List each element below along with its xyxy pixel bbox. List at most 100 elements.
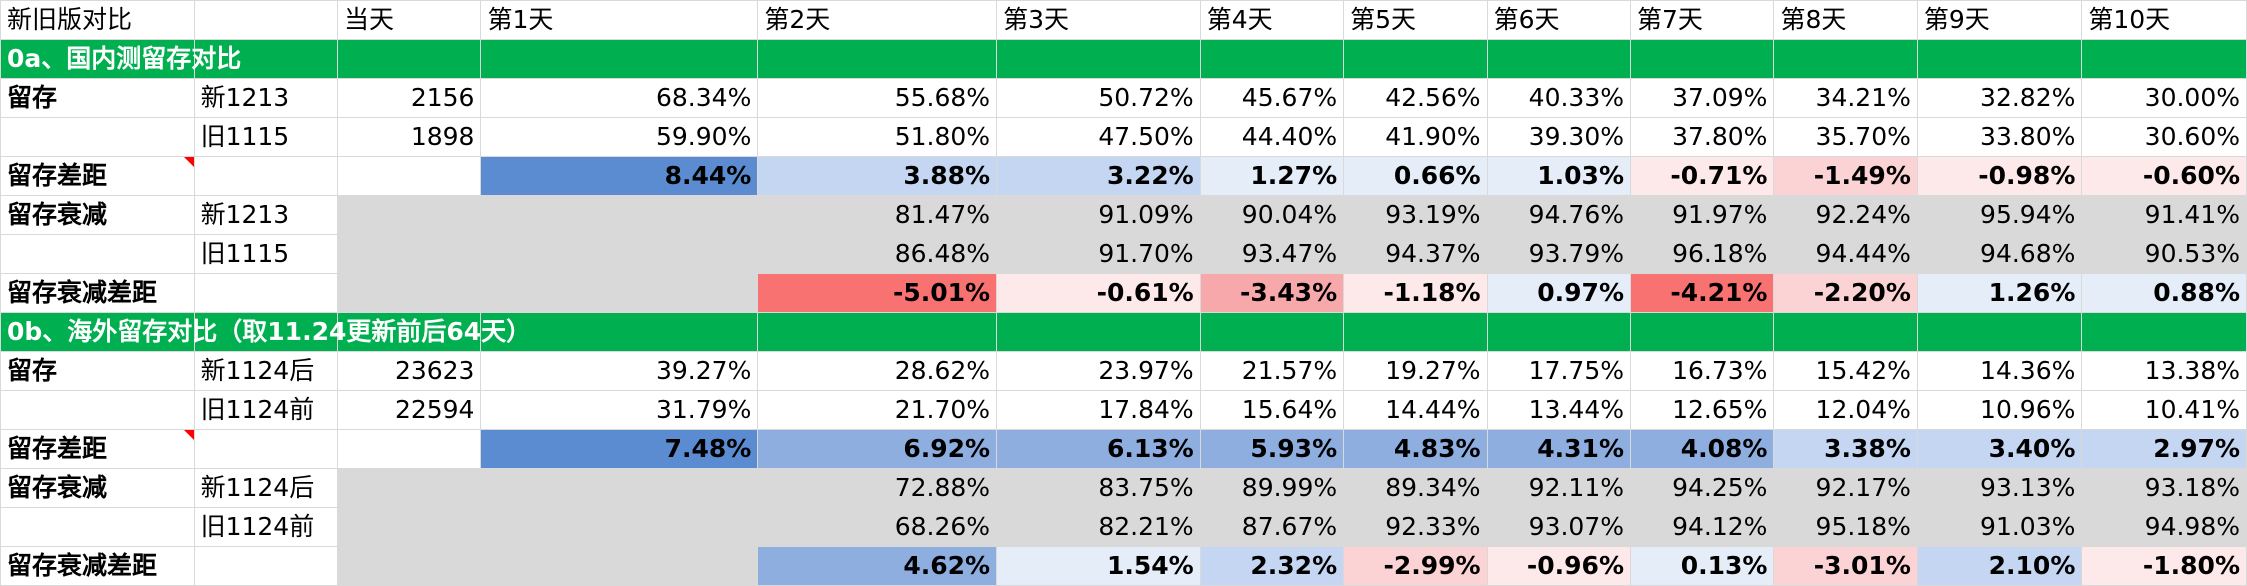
day9-value-cell[interactable]: 1.26% [1916, 273, 2083, 313]
day7-value-cell[interactable]: 37.09% [1629, 78, 1775, 118]
row-label-cell[interactable]: 留存差距 [0, 156, 195, 196]
day7-value-cell[interactable]: 37.80% [1629, 117, 1775, 157]
day6-value-cell[interactable]: 13.44% [1486, 390, 1632, 430]
user-count-cell[interactable] [337, 156, 482, 196]
day5-value-cell[interactable]: 92.33% [1343, 507, 1488, 547]
version-cell[interactable]: 新1213 [193, 195, 339, 235]
day2-value-cell[interactable]: 81.47% [757, 195, 998, 235]
section-empty-cell[interactable] [1773, 312, 1918, 352]
day6-value-cell[interactable]: 94.76% [1486, 195, 1632, 235]
day9-value-cell[interactable]: 93.13% [1916, 468, 2083, 508]
day3-value-cell[interactable]: 1.54% [996, 546, 1201, 586]
day6-value-cell[interactable]: 92.11% [1486, 468, 1632, 508]
day1-value-cell[interactable] [480, 507, 759, 547]
section-empty-cell[interactable] [1343, 39, 1488, 79]
day9-value-cell[interactable]: 94.68% [1916, 234, 2083, 274]
day7-value-cell[interactable]: -0.71% [1629, 156, 1775, 196]
row-label-cell[interactable]: 留存 [0, 78, 195, 118]
day3-value-cell[interactable]: 83.75% [996, 468, 1201, 508]
day5-value-cell[interactable]: 89.34% [1343, 468, 1488, 508]
day4-value-cell[interactable]: 87.67% [1199, 507, 1345, 547]
day6-value-cell[interactable]: 4.31% [1486, 429, 1632, 469]
user-count-cell[interactable]: 1898 [337, 117, 482, 157]
section-empty-cell[interactable] [337, 312, 482, 352]
header-cell-day2[interactable]: 第2天 [757, 0, 998, 40]
section-empty-cell[interactable] [1629, 312, 1775, 352]
day2-value-cell[interactable]: 28.62% [757, 351, 998, 391]
day7-value-cell[interactable]: 94.12% [1629, 507, 1775, 547]
day1-value-cell[interactable]: 59.90% [480, 117, 759, 157]
day1-value-cell[interactable] [480, 546, 759, 586]
header-cell-day3[interactable]: 第3天 [996, 0, 1201, 40]
day4-value-cell[interactable]: 15.64% [1199, 390, 1345, 430]
section-empty-cell[interactable] [1199, 312, 1345, 352]
user-count-cell[interactable]: 23623 [337, 351, 482, 391]
day8-value-cell[interactable]: 12.04% [1773, 390, 1918, 430]
header-cell-day7[interactable]: 第7天 [1629, 0, 1775, 40]
day8-value-cell[interactable]: 92.24% [1773, 195, 1918, 235]
section-empty-cell[interactable] [757, 39, 998, 79]
day5-value-cell[interactable]: -1.18% [1343, 273, 1488, 313]
day9-value-cell[interactable]: 33.80% [1916, 117, 2083, 157]
day10-value-cell[interactable]: 90.53% [2081, 234, 2247, 274]
day7-value-cell[interactable]: 12.65% [1629, 390, 1775, 430]
day7-value-cell[interactable]: 0.13% [1629, 546, 1775, 586]
day3-value-cell[interactable]: 23.97% [996, 351, 1201, 391]
day7-value-cell[interactable]: -4.21% [1629, 273, 1775, 313]
day8-value-cell[interactable]: 95.18% [1773, 507, 1918, 547]
day2-value-cell[interactable]: 86.48% [757, 234, 998, 274]
day10-value-cell[interactable]: 30.00% [2081, 78, 2247, 118]
row-label-cell[interactable]: 留存衰减差距 [0, 546, 195, 586]
day2-value-cell[interactable]: 68.26% [757, 507, 998, 547]
day9-value-cell[interactable]: 14.36% [1916, 351, 2083, 391]
day8-value-cell[interactable]: -2.20% [1773, 273, 1918, 313]
day7-value-cell[interactable]: 91.97% [1629, 195, 1775, 235]
day3-value-cell[interactable]: 6.13% [996, 429, 1201, 469]
day2-value-cell[interactable]: 55.68% [757, 78, 998, 118]
version-cell[interactable] [193, 546, 339, 586]
day7-value-cell[interactable]: 94.25% [1629, 468, 1775, 508]
row-label-cell[interactable] [0, 234, 195, 274]
section-empty-cell[interactable] [996, 39, 1201, 79]
version-cell[interactable]: 新1124后 [193, 351, 339, 391]
section-empty-cell[interactable] [757, 312, 998, 352]
user-count-cell[interactable] [337, 234, 482, 274]
day1-value-cell[interactable] [480, 468, 759, 508]
section-title-cell[interactable]: 0a、国内测留存对比 [0, 39, 241, 79]
day4-value-cell[interactable]: 90.04% [1199, 195, 1345, 235]
day4-value-cell[interactable]: 93.47% [1199, 234, 1345, 274]
day10-value-cell[interactable]: 0.88% [2081, 273, 2247, 313]
version-cell[interactable]: 旧1124前 [193, 507, 339, 547]
day6-value-cell[interactable]: 0.97% [1486, 273, 1632, 313]
day6-value-cell[interactable]: 93.79% [1486, 234, 1632, 274]
day2-value-cell[interactable]: 51.80% [757, 117, 998, 157]
row-label-cell[interactable] [0, 117, 195, 157]
day3-value-cell[interactable]: 47.50% [996, 117, 1201, 157]
section-empty-cell[interactable] [2081, 39, 2247, 79]
day10-value-cell[interactable]: -0.60% [2081, 156, 2247, 196]
day5-value-cell[interactable]: 93.19% [1343, 195, 1488, 235]
day8-value-cell[interactable]: -1.49% [1773, 156, 1918, 196]
header-cell-day5[interactable]: 第5天 [1343, 0, 1488, 40]
day10-value-cell[interactable]: 10.41% [2081, 390, 2247, 430]
day1-value-cell[interactable] [480, 195, 759, 235]
day10-value-cell[interactable]: 30.60% [2081, 117, 2247, 157]
version-cell[interactable]: 新1124后 [193, 468, 339, 508]
header-cell-day6[interactable]: 第6天 [1486, 0, 1632, 40]
day8-value-cell[interactable]: 35.70% [1773, 117, 1918, 157]
header-cell-day8[interactable]: 第8天 [1773, 0, 1918, 40]
day1-value-cell[interactable] [480, 234, 759, 274]
day6-value-cell[interactable]: 17.75% [1486, 351, 1632, 391]
day8-value-cell[interactable]: 3.38% [1773, 429, 1918, 469]
day5-value-cell[interactable]: 14.44% [1343, 390, 1488, 430]
row-label-cell[interactable]: 留存衰减 [0, 195, 195, 235]
row-label-cell[interactable] [0, 390, 195, 430]
section-empty-cell[interactable] [1629, 39, 1775, 79]
day3-value-cell[interactable]: 50.72% [996, 78, 1201, 118]
row-label-cell[interactable]: 留存衰减差距 [0, 273, 195, 313]
day3-value-cell[interactable]: -0.61% [996, 273, 1201, 313]
day5-value-cell[interactable]: -2.99% [1343, 546, 1488, 586]
day1-value-cell[interactable] [480, 273, 759, 313]
day9-value-cell[interactable]: 91.03% [1916, 507, 2083, 547]
version-cell[interactable]: 旧1124前 [193, 390, 339, 430]
